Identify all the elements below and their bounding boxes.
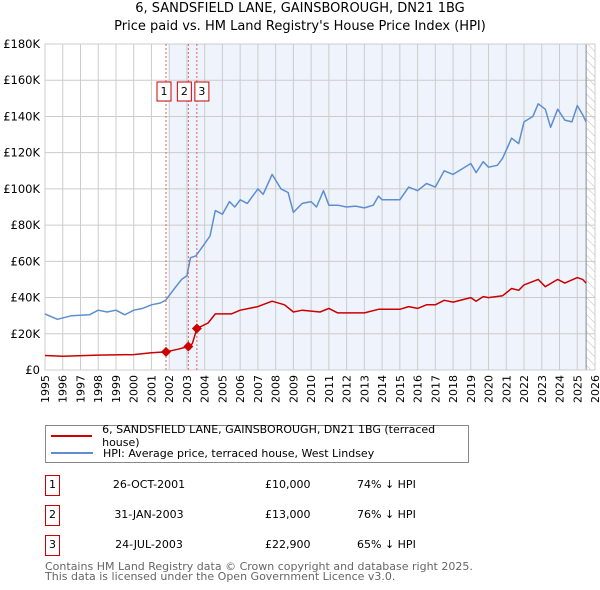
chart-title: 6, SANDSFIELD LANE, GAINSBOROUGH, DN21 1… xyxy=(135,1,465,16)
transaction-date: 26-OCT-2001 xyxy=(112,478,186,491)
x-tick-label: 1996 xyxy=(57,375,70,403)
x-tick-label: 2013 xyxy=(358,375,371,403)
x-tick-label: 2001 xyxy=(145,375,158,403)
x-tick-label: 2016 xyxy=(412,375,425,403)
transaction-date: 24-JUL-2003 xyxy=(115,538,183,551)
transaction-number: 3 xyxy=(45,535,60,556)
transaction-number: 2 xyxy=(45,505,60,526)
y-tick-label: £20K xyxy=(11,327,41,341)
x-tick-label: 2010 xyxy=(305,375,318,403)
x-tick-label: 2007 xyxy=(252,375,265,403)
transaction-number: 1 xyxy=(45,475,60,496)
legend: 6, SANDSFIELD LANE, GAINSBOROUGH, DN21 1… xyxy=(45,423,469,463)
x-tick-label: 2002 xyxy=(163,375,176,403)
x-tick-label: 2025 xyxy=(571,375,584,403)
legend-label-hpi: HPI: Average price, terraced house, West… xyxy=(103,446,375,460)
x-tick-label: 2015 xyxy=(394,375,407,403)
x-tick-label: 2008 xyxy=(270,375,283,403)
x-tick-label: 2011 xyxy=(323,375,336,403)
x-tick-label: 2022 xyxy=(518,375,531,403)
y-tick-label: £100K xyxy=(3,182,40,196)
x-tick-label: 2023 xyxy=(536,375,549,403)
sale-point xyxy=(161,346,171,357)
x-tick-label: 2014 xyxy=(376,375,389,403)
transaction-row: 3 24-JUL-2003 £22,900 65% ↓ HPI xyxy=(45,535,545,557)
x-tick-label: 2009 xyxy=(287,375,300,403)
transaction-row: 2 31-JAN-2003 £13,000 76% ↓ HPI xyxy=(45,505,545,527)
sale-label: 1 xyxy=(161,85,168,98)
plot-border xyxy=(44,43,596,371)
sale-label-box xyxy=(156,81,172,102)
transaction-date: 31-JAN-2003 xyxy=(114,508,184,521)
y-tick-label: £120K xyxy=(3,146,40,160)
x-tick-label: 2012 xyxy=(341,375,354,403)
x-tick-label: 2020 xyxy=(483,375,496,403)
sale-label: 2 xyxy=(181,85,188,98)
y-tick-label: £40K xyxy=(11,291,41,305)
x-tick-label: 2019 xyxy=(465,375,478,403)
sale-point xyxy=(183,341,194,352)
x-tick-label: 2018 xyxy=(447,375,460,403)
y-tick-label: £0 xyxy=(25,363,40,377)
x-tick-label: 2003 xyxy=(181,375,194,403)
y-tick-label: £80K xyxy=(11,218,41,232)
y-tick-label: £140K xyxy=(3,109,40,123)
y-tick-label: £160K xyxy=(3,73,40,87)
transaction-price: £13,000 xyxy=(265,508,311,521)
x-tick-label: 1995 xyxy=(39,375,52,403)
x-tick-label: 1998 xyxy=(92,375,105,403)
footer-licence: This data is licensed under the Open Gov… xyxy=(45,570,396,583)
x-tick-label: 1999 xyxy=(110,375,123,403)
x-tick-label: 2024 xyxy=(554,375,567,403)
transaction-price: £22,900 xyxy=(265,538,311,551)
legend-item-hpi: HPI: Average price, terraced house, West… xyxy=(46,445,374,461)
transaction-hpi-diff: 76% ↓ HPI xyxy=(357,508,416,521)
x-tick-label: 1997 xyxy=(74,375,87,403)
sale-point xyxy=(191,323,202,334)
y-tick-label: £180K xyxy=(3,37,40,51)
x-tick-label: 2000 xyxy=(128,375,141,403)
x-tick-label: 2021 xyxy=(500,375,513,403)
ownership-shade xyxy=(169,44,587,370)
x-tick-label: 2017 xyxy=(429,375,442,403)
sale-label-box xyxy=(176,81,192,102)
sale-label: 3 xyxy=(198,85,205,98)
legend-swatch-property xyxy=(51,435,93,437)
legend-label-property: 6, SANDSFIELD LANE, GAINSBOROUGH, DN21 1… xyxy=(102,423,436,449)
x-tick-label: 2005 xyxy=(216,375,229,403)
chart-subtitle: Price paid vs. HM Land Registry's House … xyxy=(114,19,486,34)
legend-swatch-hpi xyxy=(51,452,93,454)
forecast-hatch xyxy=(586,44,595,370)
transaction-price: £10,000 xyxy=(265,478,311,491)
x-tick-label: 2026 xyxy=(589,375,600,403)
legend-item-property: 6, SANDSFIELD LANE, GAINSBOROUGH, DN21 1… xyxy=(46,423,468,449)
sale-label-box xyxy=(194,81,210,102)
footer-copyright: Contains HM Land Registry data © Crown c… xyxy=(45,560,473,573)
price-chart: 1995 1996 1997 1998 1999 2000 2001 2002 2003 2004… xyxy=(3,37,600,403)
transaction-row: 1 26-OCT-2001 £10,000 74% ↓ HPI xyxy=(45,475,545,497)
x-tick-label: 2004 xyxy=(199,375,212,403)
transaction-hpi-diff: 74% ↓ HPI xyxy=(357,478,416,491)
transaction-hpi-diff: 65% ↓ HPI xyxy=(357,538,416,551)
hpi-line xyxy=(44,103,587,321)
y-tick-label: £60K xyxy=(11,254,41,268)
x-tick-label: 2006 xyxy=(234,375,247,403)
